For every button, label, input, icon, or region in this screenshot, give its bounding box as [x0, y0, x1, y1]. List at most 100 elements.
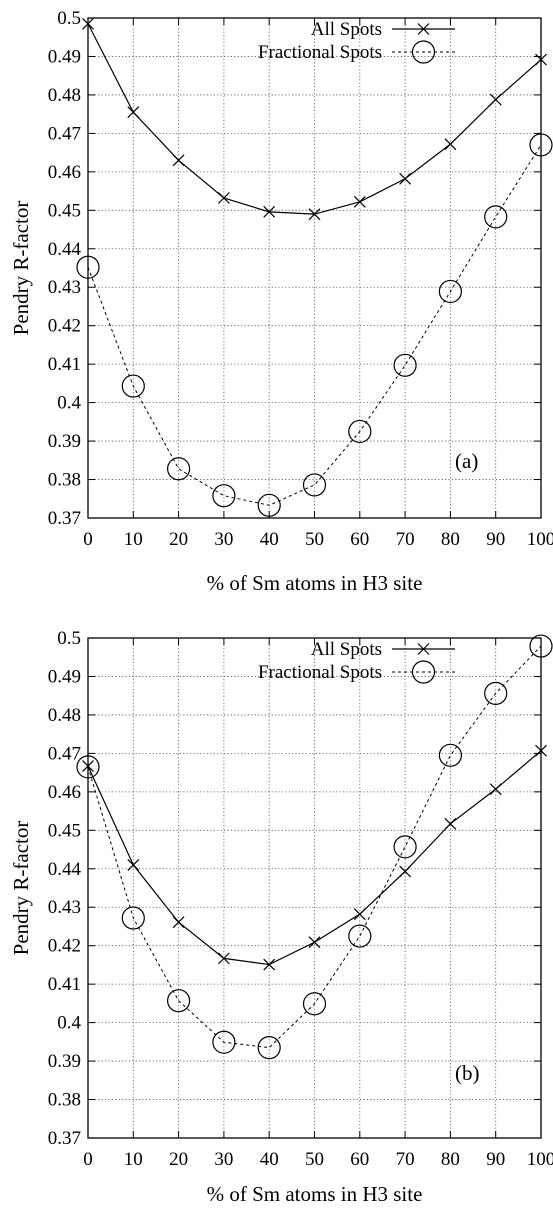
- x-axis-title: % of Sm atoms in H3 site: [207, 1182, 423, 1206]
- x-tick-label: 70: [396, 1149, 415, 1170]
- data-point-circle-marker: [484, 681, 508, 705]
- y-tick-label: 0.37: [48, 1128, 81, 1149]
- data-point-circle-marker: [302, 473, 327, 497]
- x-tick-label: 20: [169, 529, 188, 550]
- series-line-fractional-spots: [87, 144, 542, 506]
- x-tick-label: 100: [527, 1149, 553, 1170]
- y-tick-label: 0.43: [48, 277, 81, 298]
- data-point-circle-marker: [121, 374, 145, 398]
- legend-label-all-spots: All Spots: [311, 639, 382, 660]
- data-point-x-marker: [308, 936, 321, 949]
- legend-circle-marker: [411, 40, 436, 64]
- x-tick-label: 0: [83, 1149, 93, 1170]
- data-point-x-marker: [444, 817, 457, 830]
- data-point-circle-marker: [167, 989, 191, 1013]
- panel-label: (a): [455, 449, 478, 473]
- x-tick-label: 60: [350, 529, 369, 550]
- data-point-circle-marker: [529, 133, 553, 157]
- data-point-x-marker: [172, 916, 185, 929]
- x-tick-label: 80: [441, 1149, 460, 1170]
- data-point-x-marker: [535, 53, 547, 66]
- data-point-x-marker: [82, 760, 94, 773]
- x-tick-label: 20: [169, 1149, 188, 1170]
- chart-panel-1: 0 10 20 30 40 50 60 70 80 90 100 0.37 0.38 0.39 0.4 0.4…: [9, 8, 553, 595]
- y-tick-label: 0.39: [48, 1051, 81, 1072]
- y-tick-label: 0.4: [57, 393, 81, 414]
- x-tick-label: 30: [214, 529, 233, 550]
- y-tick-label: 0.42: [48, 316, 81, 337]
- x-tick-label: 40: [260, 1149, 279, 1170]
- x-tick-label: 80: [441, 529, 460, 550]
- data-point-x-marker: [82, 17, 94, 30]
- data-point-x-marker: [308, 208, 321, 221]
- data-point-circle-marker: [76, 755, 100, 779]
- data-point-x-marker: [263, 958, 276, 971]
- y-tick-label: 0.38: [48, 470, 81, 491]
- series-line-fractional-spots: [87, 645, 542, 1049]
- x-tick-label: 40: [260, 529, 279, 550]
- y-tick-label: 0.4: [57, 1013, 81, 1034]
- data-point-x-marker: [399, 172, 412, 185]
- y-tick-label: 0.44: [48, 859, 82, 880]
- y-tick-label: 0.48: [48, 85, 81, 106]
- legend-circle-marker: [411, 660, 436, 684]
- data-point-x-marker: [263, 205, 276, 218]
- data-point-circle-marker: [212, 484, 236, 508]
- y-tick-label: 0.49: [48, 666, 81, 687]
- x-tick-label: 10: [124, 529, 143, 550]
- data-point-x-marker: [399, 865, 412, 878]
- data-point-x-marker: [444, 138, 457, 151]
- y-tick-label: 0.44: [48, 239, 82, 260]
- data-point-circle-marker: [348, 924, 372, 948]
- data-point-circle-marker: [484, 205, 508, 229]
- data-point-circle-marker: [393, 353, 417, 377]
- data-point-circle-marker: [438, 743, 462, 767]
- y-tick-label: 0.43: [48, 897, 81, 918]
- y-axis-title: Pendry R-factor: [9, 201, 33, 336]
- data-point-circle-marker: [302, 992, 327, 1016]
- data-point-circle-marker: [393, 835, 417, 859]
- panel-label: (b): [455, 1061, 480, 1085]
- series-line-all-spots: [87, 750, 542, 966]
- data-point-circle-marker: [121, 906, 145, 930]
- data-point-circle-marker: [212, 1030, 236, 1054]
- chart-panel-2: 0 10 20 30 40 50 60 70 80 90 100 0.37 0.38 0.39 0.4 0.4…: [9, 628, 553, 1206]
- data-point-circle-marker: [257, 1036, 281, 1060]
- x-tick-label: 50: [305, 529, 324, 550]
- y-tick-label: 0.5: [57, 8, 81, 29]
- y-tick-label: 0.46: [48, 162, 81, 183]
- y-tick-label: 0.45: [48, 820, 81, 841]
- legend-label-fractional-spots: Fractional Spots: [258, 42, 382, 63]
- y-tick-label: 0.5: [57, 628, 81, 649]
- data-point-x-marker: [489, 93, 502, 106]
- x-tick-label: 60: [350, 1149, 369, 1170]
- x-tick-label: 30: [214, 1149, 233, 1170]
- legend-x-marker: [417, 23, 430, 35]
- data-point-circle-marker: [348, 419, 372, 444]
- y-tick-label: 0.41: [48, 974, 81, 995]
- x-tick-label: 50: [305, 1149, 324, 1170]
- x-tick-label: 100: [527, 529, 553, 550]
- data-point-x-marker: [172, 154, 185, 167]
- data-point-x-marker: [217, 192, 230, 204]
- legend-label-fractional-spots: Fractional Spots: [258, 662, 382, 683]
- data-point-x-marker: [535, 744, 547, 757]
- x-tick-label: 10: [124, 1149, 143, 1170]
- y-tick-label: 0.47: [48, 743, 81, 764]
- data-point-circle-marker: [438, 279, 462, 304]
- data-point-circle-marker: [529, 634, 553, 658]
- y-tick-label: 0.49: [48, 46, 81, 67]
- data-point-x-marker: [127, 106, 140, 119]
- legend-x-marker: [417, 643, 430, 655]
- y-tick-label: 0.38: [48, 1090, 81, 1111]
- data-point-x-marker: [489, 783, 502, 796]
- x-tick-label: 70: [396, 529, 415, 550]
- y-tick-label: 0.37: [48, 508, 81, 529]
- y-tick-label: 0.46: [48, 782, 81, 803]
- data-point-x-marker: [353, 195, 366, 208]
- legend-label-all-spots: All Spots: [311, 19, 382, 40]
- x-tick-label: 0: [83, 529, 93, 550]
